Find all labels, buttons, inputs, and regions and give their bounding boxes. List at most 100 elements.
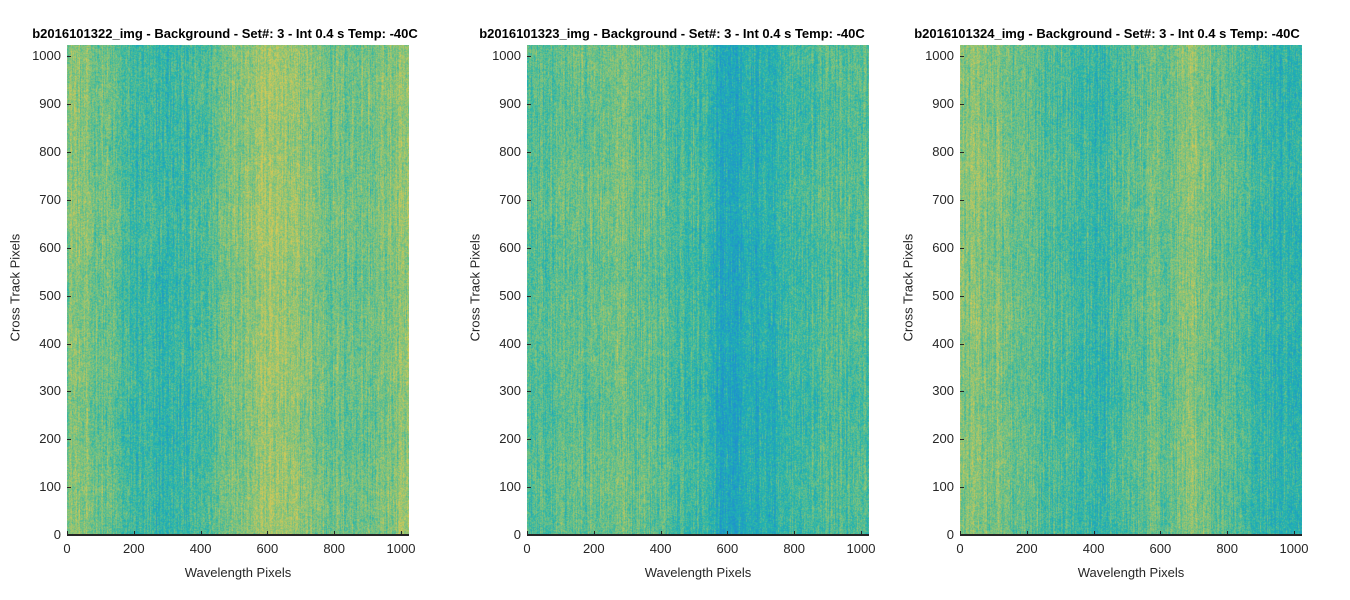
y-tick-label: 900 bbox=[39, 96, 61, 112]
x-tick-mark bbox=[334, 531, 336, 535]
y-tick-mark bbox=[960, 104, 964, 106]
y-tick-mark bbox=[527, 535, 531, 536]
y-tick-mark bbox=[67, 535, 71, 536]
y-tick-label: 100 bbox=[499, 479, 521, 495]
x-tick-label: 0 bbox=[523, 541, 531, 556]
y-tick-label: 600 bbox=[39, 239, 61, 255]
heatmap-plot bbox=[527, 45, 869, 535]
y-tick-label: 900 bbox=[932, 96, 954, 112]
y-tick-mark bbox=[527, 439, 531, 441]
y-tick-mark bbox=[527, 104, 531, 106]
y-tick-mark bbox=[960, 295, 964, 297]
x-tick-label: 800 bbox=[323, 541, 346, 556]
y-tick-mark bbox=[527, 295, 531, 297]
x-tick-label: 200 bbox=[1015, 541, 1038, 556]
y-tick-mark bbox=[527, 152, 531, 154]
y-tick-label: 1000 bbox=[925, 48, 954, 64]
y-tick-mark bbox=[960, 535, 964, 536]
x-axis-line bbox=[960, 534, 1302, 536]
x-tick-mark bbox=[860, 531, 862, 535]
x-tick-label: 400 bbox=[189, 541, 212, 556]
y-tick-mark bbox=[67, 487, 71, 489]
y-tick-mark bbox=[67, 56, 71, 58]
y-tick-label: 100 bbox=[932, 479, 954, 495]
y-tick-label: 700 bbox=[39, 192, 61, 208]
x-axis-line bbox=[67, 534, 409, 536]
y-tick-label: 200 bbox=[39, 431, 61, 447]
y-tick-label: 0 bbox=[513, 527, 521, 542]
y-tick-label: 0 bbox=[946, 527, 954, 542]
y-tick-mark bbox=[960, 487, 964, 489]
y-tick-mark bbox=[67, 152, 71, 154]
y-tick-label: 800 bbox=[932, 144, 954, 160]
heatmap-canvas bbox=[67, 45, 409, 535]
x-tick-mark bbox=[400, 531, 402, 535]
y-tick-label: 100 bbox=[39, 479, 61, 495]
y-tick-mark bbox=[527, 56, 531, 58]
x-tick-mark bbox=[1227, 531, 1229, 535]
y-tick-mark bbox=[67, 295, 71, 297]
heatmap-plot bbox=[960, 45, 1302, 535]
y-tick-mark bbox=[960, 343, 964, 345]
x-tick-mark bbox=[794, 531, 796, 535]
x-tick-label: 400 bbox=[1082, 541, 1105, 556]
y-tick-label: 0 bbox=[53, 527, 61, 542]
x-tick-label: 400 bbox=[649, 541, 672, 556]
x-tick-label: 1000 bbox=[846, 541, 876, 556]
chart-panel-1: b2016101322_img - Background - Set#: 3 -… bbox=[0, 0, 450, 600]
x-tick-label: 1000 bbox=[1279, 541, 1309, 556]
chart-panel-2: b2016101323_img - Background - Set#: 3 -… bbox=[450, 0, 900, 600]
y-tick-mark bbox=[960, 56, 964, 58]
chart-title: b2016101324_img - Background - Set#: 3 -… bbox=[914, 26, 1300, 41]
x-tick-mark bbox=[1093, 531, 1095, 535]
y-tick-mark bbox=[67, 104, 71, 106]
y-tick-mark bbox=[527, 391, 531, 393]
y-tick-label: 400 bbox=[39, 335, 61, 351]
y-tick-mark bbox=[67, 343, 71, 345]
y-tick-label: 200 bbox=[932, 431, 954, 447]
y-tick-label: 900 bbox=[499, 96, 521, 112]
y-tick-label: 600 bbox=[499, 239, 521, 255]
x-tick-label: 0 bbox=[956, 541, 964, 556]
y-tick-label: 600 bbox=[932, 239, 954, 255]
chart-panel-3: b2016101324_img - Background - Set#: 3 -… bbox=[900, 0, 1350, 600]
x-tick-mark bbox=[527, 531, 528, 535]
y-tick-mark bbox=[960, 439, 964, 441]
y-tick-label: 1000 bbox=[32, 48, 61, 64]
chart-title: b2016101322_img - Background - Set#: 3 -… bbox=[32, 26, 418, 41]
y-tick-label: 700 bbox=[499, 192, 521, 208]
x-axis-label: Wavelength Pixels bbox=[184, 565, 292, 580]
chart-title: b2016101323_img - Background - Set#: 3 -… bbox=[479, 26, 865, 41]
y-tick-label: 200 bbox=[499, 431, 521, 447]
x-tick-mark bbox=[267, 531, 269, 535]
x-tick-label: 200 bbox=[122, 541, 145, 556]
y-tick-mark bbox=[67, 247, 71, 249]
heatmap-canvas bbox=[527, 45, 869, 535]
heatmap-canvas bbox=[960, 45, 1302, 535]
x-tick-label: 600 bbox=[1149, 541, 1172, 556]
x-tick-label: 200 bbox=[582, 541, 605, 556]
y-tick-mark bbox=[960, 391, 964, 393]
y-tick-label: 300 bbox=[39, 383, 61, 399]
x-tick-label: 800 bbox=[783, 541, 806, 556]
x-axis-label: Wavelength Pixels bbox=[644, 565, 752, 580]
x-tick-mark bbox=[960, 531, 961, 535]
y-tick-label: 300 bbox=[499, 383, 521, 399]
x-tick-label: 800 bbox=[1216, 541, 1239, 556]
x-tick-mark bbox=[1026, 531, 1028, 535]
y-tick-label: 500 bbox=[499, 287, 521, 303]
y-tick-mark bbox=[527, 487, 531, 489]
y-tick-mark bbox=[960, 247, 964, 249]
y-tick-label: 300 bbox=[932, 383, 954, 399]
y-tick-mark bbox=[67, 439, 71, 441]
x-tick-mark bbox=[593, 531, 595, 535]
x-tick-mark bbox=[200, 531, 202, 535]
y-tick-label: 400 bbox=[932, 335, 954, 351]
y-tick-label: 800 bbox=[499, 144, 521, 160]
y-tick-label: 500 bbox=[932, 287, 954, 303]
y-tick-label: 400 bbox=[499, 335, 521, 351]
x-tick-mark bbox=[1293, 531, 1295, 535]
y-tick-mark bbox=[960, 200, 964, 202]
x-tick-mark bbox=[660, 531, 662, 535]
heatmap-plot bbox=[67, 45, 409, 535]
